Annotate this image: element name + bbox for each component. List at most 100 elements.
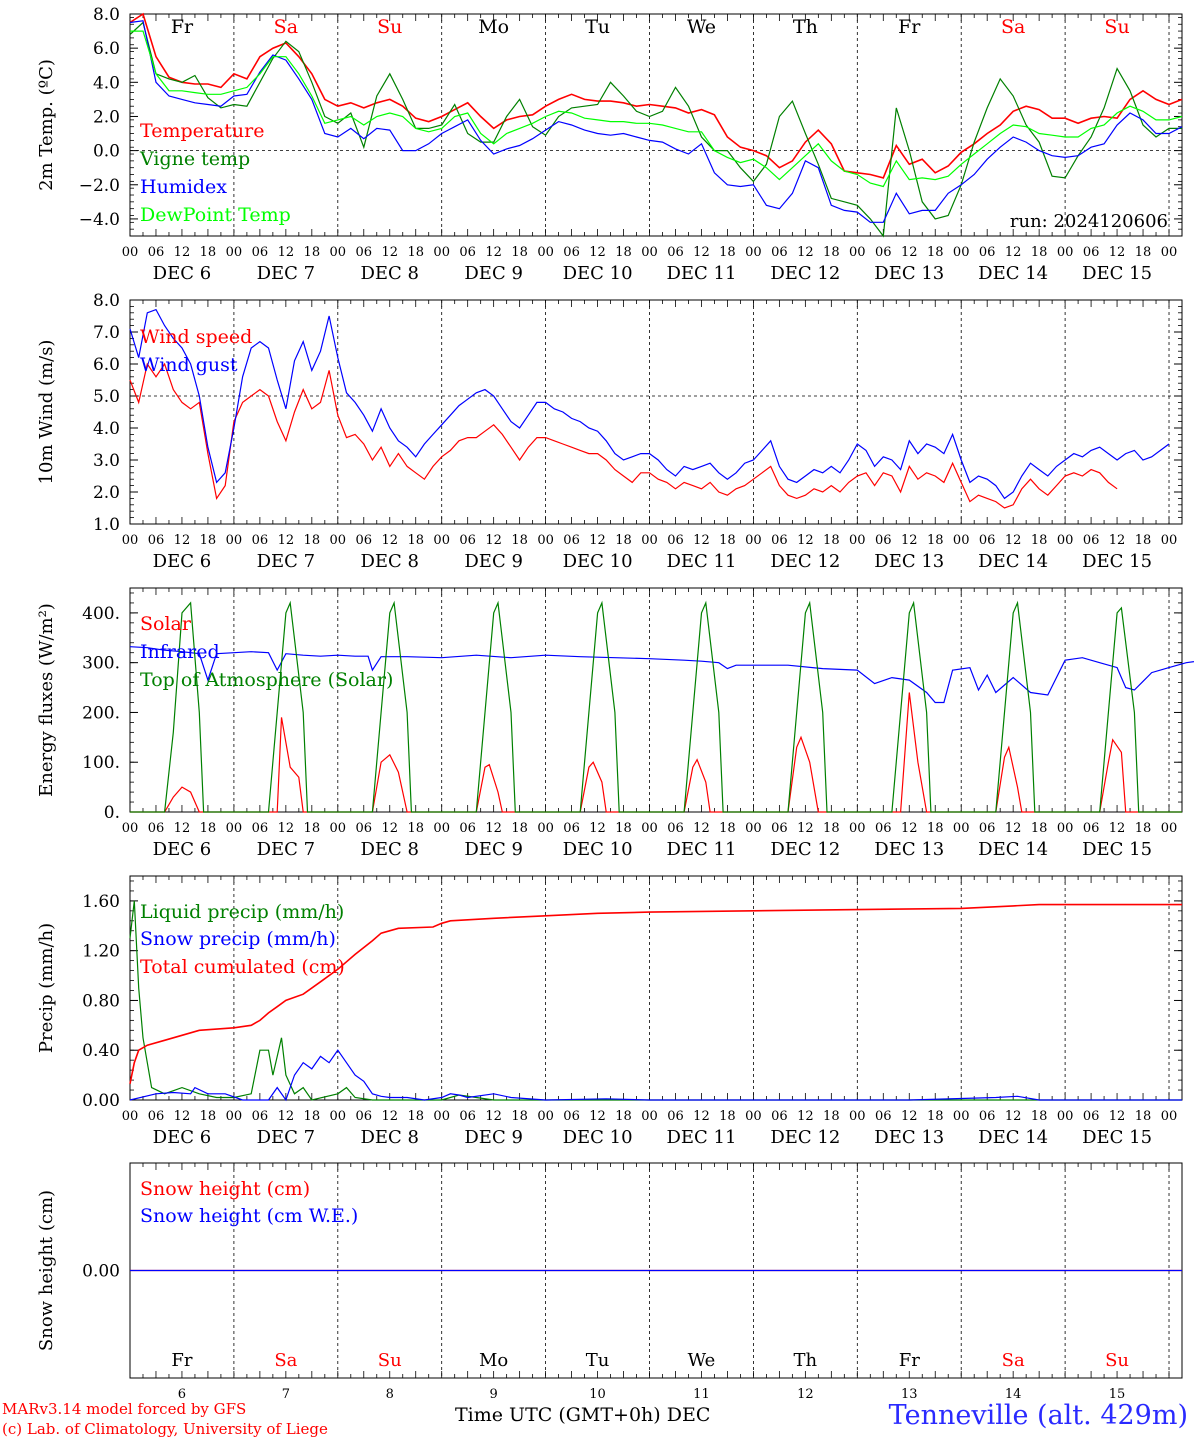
date-label: DEC 13 xyxy=(874,839,944,860)
hour-tick-label: 06 xyxy=(459,1109,476,1124)
hour-tick-label: 00 xyxy=(226,245,243,260)
weekday-label-bottom: Sa xyxy=(274,1350,297,1371)
weekday-label-bottom: We xyxy=(688,1350,716,1371)
hour-tick-label: 18 xyxy=(200,821,217,836)
hour-tick-label: 18 xyxy=(719,1109,736,1124)
hour-tick-label: 06 xyxy=(667,245,684,260)
hour-tick-label: 18 xyxy=(1031,1109,1048,1124)
hour-tick-label: 12 xyxy=(278,245,295,260)
series-line-wind-speed xyxy=(129,362,1118,509)
weekday-label-bottom: Su xyxy=(378,1350,402,1371)
y-tick-label: 4.0 xyxy=(93,73,120,93)
hour-tick-label: 12 xyxy=(693,821,710,836)
date-label: DEC 14 xyxy=(978,263,1048,284)
y-tick-label: 8.0 xyxy=(93,5,120,25)
day-number-label: 14 xyxy=(1005,1387,1022,1402)
hour-tick-label: 06 xyxy=(356,533,373,548)
legend-entry: Snow height (cm W.E.) xyxy=(140,1205,358,1227)
hour-tick-label: 00 xyxy=(849,533,866,548)
run-label: run: 2024120606 xyxy=(1010,211,1168,232)
date-label: DEC 8 xyxy=(360,551,419,572)
weekday-label-top: Su xyxy=(1104,16,1129,38)
y-tick-label: 0.00 xyxy=(82,1091,120,1111)
weekday-label-top: Fr xyxy=(898,16,921,38)
hour-tick-label: 06 xyxy=(771,821,788,836)
date-label: DEC 7 xyxy=(257,1127,316,1148)
hour-tick-label: 18 xyxy=(1031,533,1048,548)
legend-entry: Vigne temp xyxy=(139,148,250,170)
panel-1: 8.0 6.0 4.0 2.0 0.0 −2.0 −4.0 2m Temp. (ºC) Temp… xyxy=(36,5,1183,284)
series-line-total-cumulated-cm- xyxy=(129,903,1182,1084)
legend-entry: Liquid precip (mm/h) xyxy=(140,901,344,923)
legend-entry: Humidex xyxy=(140,176,227,198)
y-tick-label: 400. xyxy=(82,604,120,624)
date-label: DEC 15 xyxy=(1082,1127,1152,1148)
hour-tick-label: 12 xyxy=(381,245,398,260)
lab-credit: (c) Lab. of Climatology, University of L… xyxy=(2,1420,328,1438)
hour-tick-label: 18 xyxy=(511,821,528,836)
y-axis-title: 10m Wind (m/s) xyxy=(36,340,57,485)
hour-tick-label: 12 xyxy=(589,533,606,548)
hour-tick-label: 18 xyxy=(927,533,944,548)
date-label: DEC 13 xyxy=(874,551,944,572)
hour-tick-label: 18 xyxy=(304,245,321,260)
hour-tick-label: 06 xyxy=(148,533,165,548)
legend-entry: Snow height (cm) xyxy=(140,1178,310,1200)
hour-tick-label: 18 xyxy=(615,821,632,836)
y-tick-label: 0.40 xyxy=(82,1041,120,1061)
y-tick-label: 2.0 xyxy=(93,107,120,127)
hour-tick-label: 18 xyxy=(304,821,321,836)
hour-tick-label: 00 xyxy=(537,245,554,260)
date-label: DEC 11 xyxy=(666,839,736,860)
model-credit: MARv3.14 model forced by GFS xyxy=(2,1400,247,1418)
hour-tick-label: 18 xyxy=(823,533,840,548)
hour-tick-label: 12 xyxy=(174,533,191,548)
hour-tick-label: 00 xyxy=(330,821,347,836)
hour-tick-label: 00 xyxy=(849,821,866,836)
panel-4: 1.60 1.20 0.80 0.40 0.00 Precip (mm/h) Liquid … xyxy=(36,875,1183,1148)
date-label: DEC 10 xyxy=(563,839,633,860)
day-number-label: 10 xyxy=(589,1387,606,1402)
hour-tick-label: 18 xyxy=(1135,821,1152,836)
hour-tick-label: 00 xyxy=(953,1109,970,1124)
date-label: DEC 12 xyxy=(770,263,840,284)
weekday-label-bottom: Fr xyxy=(899,1350,920,1371)
hour-tick-label: 06 xyxy=(252,533,269,548)
y-tick-label: 2.0 xyxy=(93,483,120,503)
hour-tick-label: 12 xyxy=(174,1109,191,1124)
hour-tick-label: 18 xyxy=(200,533,217,548)
hour-tick-label: 18 xyxy=(304,533,321,548)
y-tick-label: 0.0 xyxy=(93,142,120,162)
hour-tick-label: 00 xyxy=(849,245,866,260)
date-label: DEC 9 xyxy=(464,839,523,860)
series-line-temperature xyxy=(129,12,1183,179)
hour-tick-label: 00 xyxy=(537,821,554,836)
hour-tick-label: 12 xyxy=(381,533,398,548)
plot-frame xyxy=(129,299,1183,525)
panel-3: 400. 300. 200. 100. 0. Energy fluxes (W/m²) So… xyxy=(36,587,1194,860)
hour-tick-label: 00 xyxy=(330,1109,347,1124)
hour-tick-label: 12 xyxy=(901,533,918,548)
y-axis-title: Snow height (cm) xyxy=(36,1190,57,1351)
hour-tick-label: 18 xyxy=(615,245,632,260)
date-label: DEC 6 xyxy=(153,551,212,572)
weekday-label-top: We xyxy=(687,16,716,38)
y-tick-label: 8.0 xyxy=(93,291,120,311)
date-label: DEC 15 xyxy=(1082,263,1152,284)
hour-tick-label: 00 xyxy=(122,533,139,548)
date-label: DEC 13 xyxy=(874,1127,944,1148)
hour-tick-label: 18 xyxy=(719,533,736,548)
date-label: DEC 7 xyxy=(257,263,316,284)
hour-tick-label: 18 xyxy=(407,821,424,836)
y-tick-label: 0. xyxy=(104,803,120,823)
hour-tick-label: 00 xyxy=(1161,1109,1178,1124)
hour-tick-label: 12 xyxy=(381,821,398,836)
date-label: DEC 8 xyxy=(360,839,419,860)
hour-tick-label: 12 xyxy=(797,245,814,260)
y-axis-title: Precip (mm/h) xyxy=(36,923,57,1053)
hour-tick-label: 00 xyxy=(433,1109,450,1124)
hour-tick-label: 06 xyxy=(356,245,373,260)
hour-tick-label: 06 xyxy=(563,245,580,260)
date-label: DEC 11 xyxy=(666,551,736,572)
